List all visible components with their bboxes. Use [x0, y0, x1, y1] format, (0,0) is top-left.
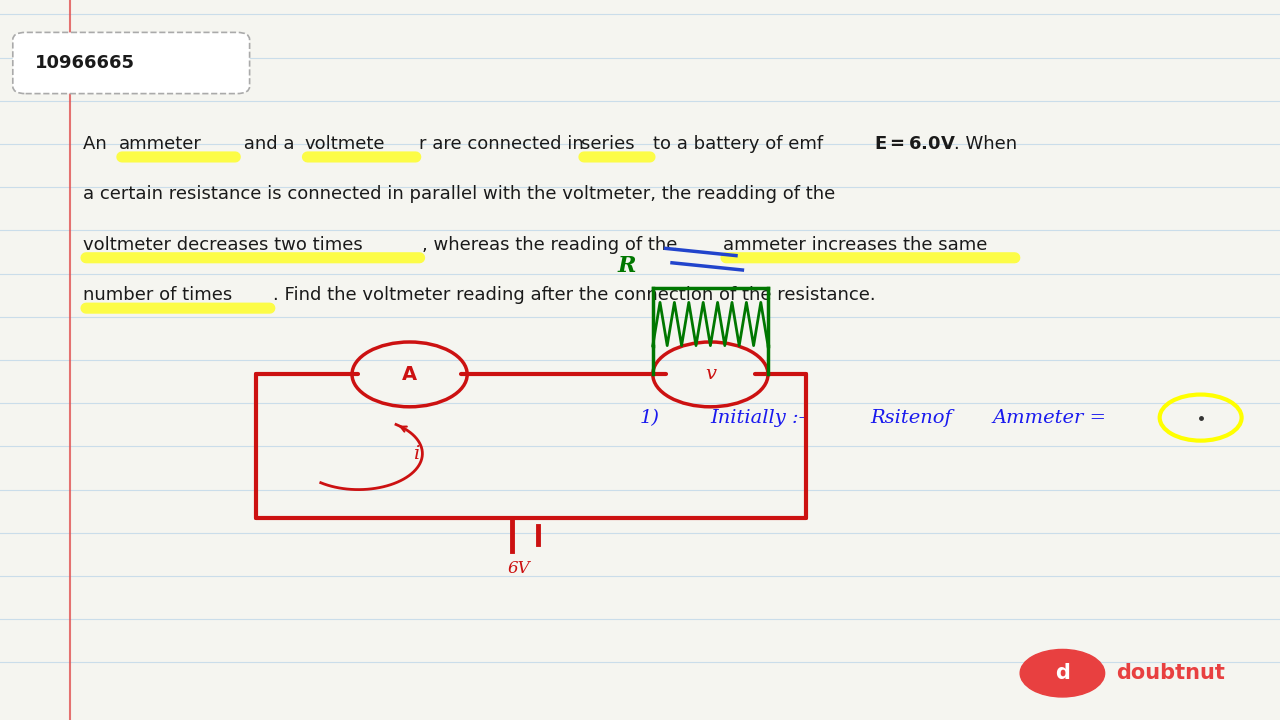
Text: Ammeter =: Ammeter = [992, 409, 1106, 426]
Text: i: i [413, 444, 419, 463]
Text: v: v [705, 366, 716, 384]
Text: . Find the voltmeter reading after the connection of the resistance.: . Find the voltmeter reading after the c… [273, 287, 876, 305]
Text: Rsitenof: Rsitenof [870, 409, 952, 426]
Text: 6V: 6V [507, 560, 530, 577]
Text: voltmete: voltmete [305, 135, 385, 153]
Text: An: An [83, 135, 113, 153]
Text: and a: and a [238, 135, 301, 153]
Text: R: R [618, 256, 636, 277]
Text: voltmeter decreases two times: voltmeter decreases two times [83, 236, 364, 254]
Text: 1): 1) [640, 409, 660, 426]
Text: $\bf{E = 6.0V}$: $\bf{E = 6.0V}$ [874, 135, 956, 153]
Text: r are connected in: r are connected in [419, 135, 589, 153]
Text: A: A [402, 365, 417, 384]
Text: Initially :-: Initially :- [710, 409, 805, 426]
Text: doubtnut: doubtnut [1116, 663, 1225, 683]
Text: series: series [581, 135, 640, 153]
Text: to a battery of emf: to a battery of emf [653, 135, 828, 153]
Text: , whereas the reading of the: , whereas the reading of the [422, 236, 684, 254]
Text: ammeter: ammeter [119, 135, 202, 153]
Text: number of times: number of times [83, 287, 233, 305]
Text: d: d [1055, 663, 1070, 683]
Text: . When: . When [954, 135, 1016, 153]
Text: a certain resistance is connected in parallel with the voltmeter, the readding o: a certain resistance is connected in par… [83, 186, 836, 204]
Text: 10966665: 10966665 [35, 54, 134, 72]
Circle shape [1020, 649, 1105, 697]
Text: ammeter increases the same: ammeter increases the same [723, 236, 988, 254]
FancyBboxPatch shape [13, 32, 250, 94]
